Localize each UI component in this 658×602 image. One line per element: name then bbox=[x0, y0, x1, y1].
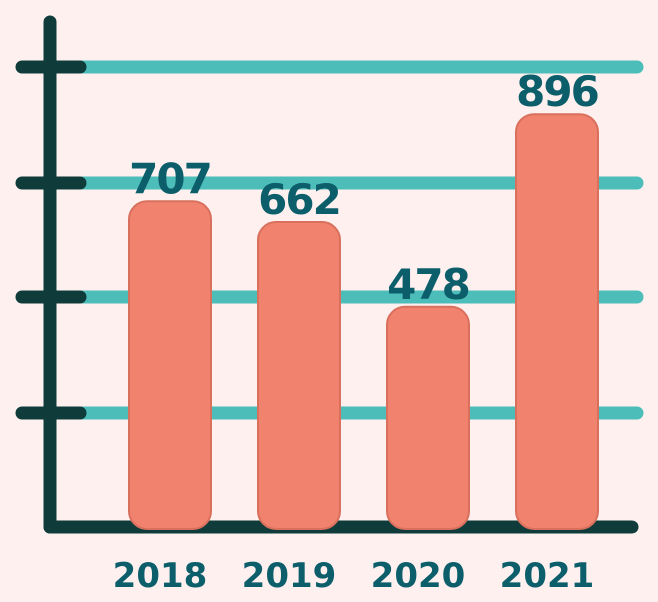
x-tick-label-2021: 2021 bbox=[500, 556, 595, 596]
value-label-2018: 707 bbox=[129, 154, 211, 203]
bars bbox=[128, 113, 599, 530]
bar-2018 bbox=[128, 200, 212, 530]
x-tick-label-2019: 2019 bbox=[242, 556, 337, 596]
bar-2020 bbox=[386, 305, 470, 530]
value-label-2019: 662 bbox=[258, 175, 340, 224]
value-label-2020: 478 bbox=[387, 260, 469, 309]
labels: 707 2018 662 2019 478 2020 896 2021 bbox=[113, 67, 600, 596]
bar-2021 bbox=[515, 113, 599, 530]
value-label-2021: 896 bbox=[516, 67, 598, 116]
x-tick-label-2018: 2018 bbox=[113, 556, 208, 596]
x-tick-label-2020: 2020 bbox=[371, 556, 466, 596]
bar-2019 bbox=[257, 221, 341, 530]
